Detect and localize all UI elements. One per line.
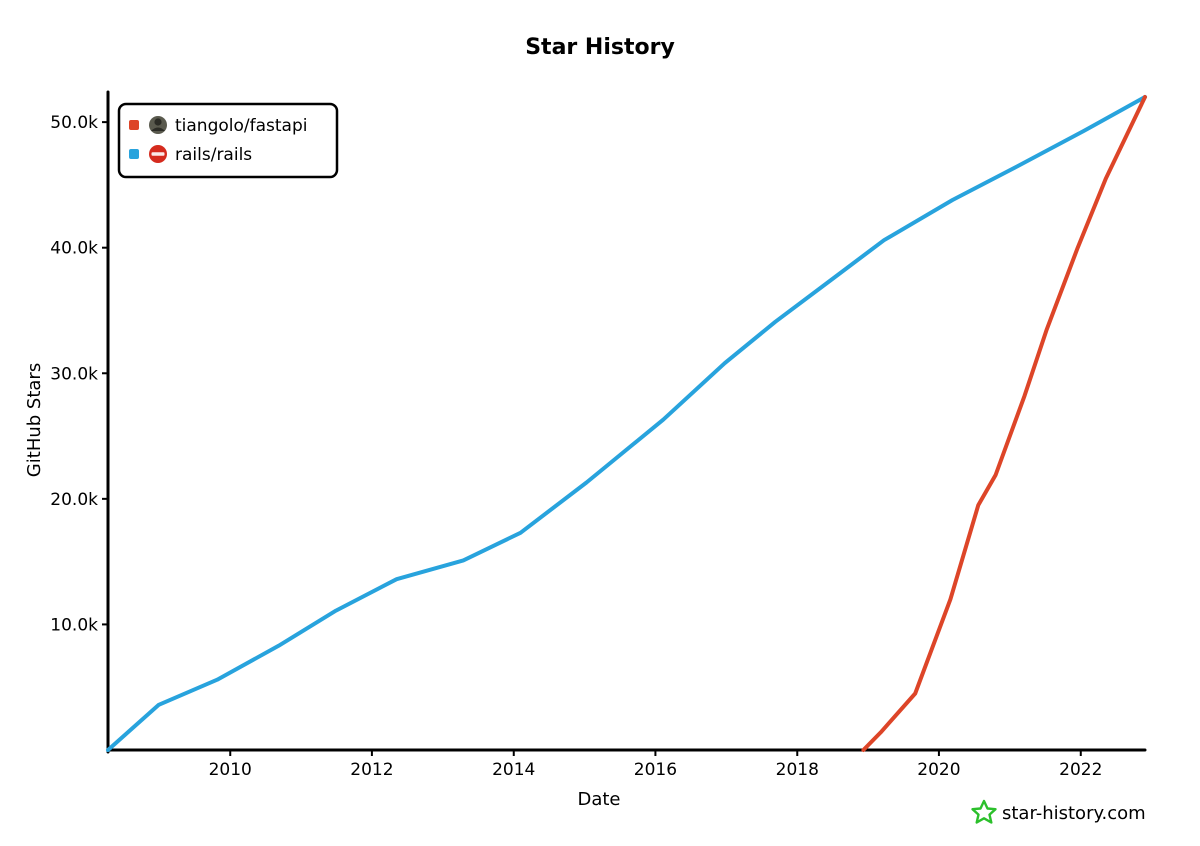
legend: tiangolo/fastapi rails/rails (117, 102, 339, 179)
y-tick-label: 10.0k (50, 615, 98, 635)
x-tick-label: 2022 (1059, 760, 1102, 780)
legend-label-fastapi: tiangolo/fastapi (175, 116, 307, 136)
series-line-fastapi (861, 95, 1147, 752)
y-tick-label: 30.0k (50, 364, 98, 384)
x-tick-label: 2018 (776, 760, 819, 780)
avatar-icon (149, 116, 167, 134)
x-tick-label: 2014 (492, 760, 535, 780)
star-logo-icon (971, 799, 997, 824)
rails-logo-icon (149, 145, 167, 163)
chart-title: Star History (525, 35, 675, 60)
series-line-rails (106, 95, 1147, 752)
legend-label-rails: rails/rails (175, 145, 252, 165)
x-axis-ticks: 2010 2012 2014 2016 2018 2020 2022 (209, 750, 1102, 780)
x-tick-label: 2012 (350, 760, 393, 780)
series-lines (106, 95, 1147, 752)
watermark-text: star-history.com (1002, 803, 1146, 824)
watermark: star-history.com (971, 799, 1146, 824)
y-axis-ticks: 10.0k 20.0k 30.0k 40.0k 50.0k (50, 113, 108, 635)
legend-swatch-rails (129, 149, 139, 159)
x-tick-label: 2010 (209, 760, 252, 780)
y-tick-label: 20.0k (50, 490, 98, 510)
legend-box (117, 102, 339, 179)
y-axis-title: GitHub Stars (24, 363, 45, 477)
legend-swatch-fastapi (129, 120, 139, 130)
y-tick-label: 50.0k (50, 113, 98, 133)
x-tick-label: 2016 (634, 760, 677, 780)
x-axis-title: Date (577, 789, 620, 810)
y-tick-label: 40.0k (50, 239, 98, 259)
x-tick-label: 2020 (917, 760, 960, 780)
